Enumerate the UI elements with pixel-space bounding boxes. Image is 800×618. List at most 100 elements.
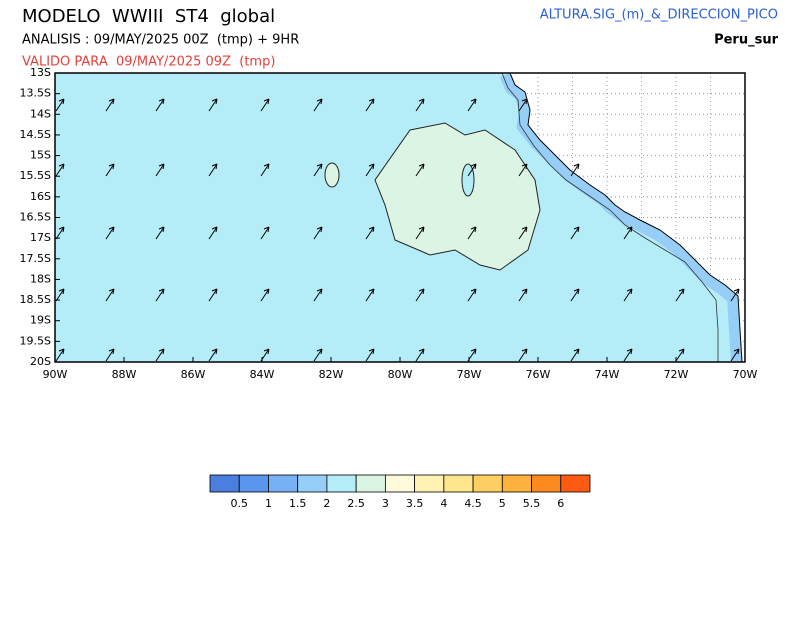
arrow	[415, 163, 425, 177]
lat-label: 13.5S	[20, 87, 51, 100]
arrow	[365, 288, 375, 302]
arrow	[518, 98, 528, 112]
colorbar-label: 4.5	[464, 497, 482, 510]
colorbar-swatch	[355, 474, 386, 493]
colorbar-label: 5	[499, 497, 506, 510]
lat-label: 19S	[30, 314, 51, 327]
colorbar-label: 1	[265, 497, 272, 510]
title: MODELO WWIII ST4 global	[22, 6, 275, 27]
arrow	[365, 163, 375, 177]
colorbar-label: 3.5	[406, 497, 424, 510]
arrow	[208, 288, 218, 302]
arrow	[313, 288, 323, 302]
colorbar-label: 2.5	[347, 497, 365, 510]
arrow	[415, 98, 425, 112]
lat-label: 18.5S	[20, 293, 51, 306]
colorbar-swatch	[443, 474, 474, 493]
arrow	[55, 288, 65, 302]
lon-label: 80W	[388, 368, 413, 381]
wave-patch	[374, 122, 541, 271]
arrow	[570, 163, 580, 177]
colorbar-swatch	[414, 474, 445, 493]
coastline	[509, 73, 743, 362]
valid-time: VALIDO PARA 09/MAY/2025 09Z (tmp)	[22, 55, 275, 70]
colorbar-swatch	[268, 474, 299, 493]
arrow	[260, 98, 270, 112]
arrow	[415, 348, 425, 362]
arrow	[570, 226, 580, 240]
analysis: ANALISIS : 09/MAY/2025 00Z (tmp) + 9HR	[22, 33, 299, 48]
lat-label: 20S	[30, 355, 51, 368]
colorbar: 0.5 1 1.5 2 2.5 3 3.5 4 4.5 5 5.5 6	[209, 474, 591, 510]
arrow	[467, 98, 477, 112]
arrow	[518, 348, 528, 362]
arrow	[155, 288, 165, 302]
arrow	[675, 348, 685, 362]
lat-label: 17S	[30, 231, 51, 244]
variable: ALTURA.SIG_(m)_&_DIRECCION_PICO	[540, 8, 778, 23]
lat-label: 19.5S	[20, 334, 51, 347]
arrow	[518, 288, 528, 302]
arrow	[415, 226, 425, 240]
arrow	[105, 98, 115, 112]
arrow	[313, 348, 323, 362]
arrow	[155, 163, 165, 177]
lat-label: 16S	[30, 190, 51, 203]
arrow	[623, 226, 633, 240]
colorbar-label: 3	[382, 497, 389, 510]
lat-label: 13S	[30, 66, 51, 79]
colorbar-swatch	[384, 474, 416, 493]
arrow	[518, 163, 528, 177]
arrow	[365, 226, 375, 240]
arrow	[55, 348, 65, 362]
arrow	[675, 288, 685, 302]
arrow	[55, 98, 65, 112]
colorbar-swatch	[531, 474, 562, 493]
colorbar-label: 2	[323, 497, 330, 510]
colorbar-swatch	[297, 474, 328, 493]
arrow	[313, 226, 323, 240]
arrow	[730, 348, 740, 362]
arrow	[518, 226, 528, 240]
arrow	[155, 98, 165, 112]
lat-label: 17.5S	[20, 252, 51, 265]
lon-label: 90W	[43, 368, 68, 381]
arrow	[570, 348, 580, 362]
lon-label: 72W	[664, 368, 689, 381]
colorbar-label: 1.5	[289, 497, 307, 510]
contour	[501, 73, 719, 362]
colorbar-label: 0.5	[230, 497, 248, 510]
colorbar-label: 5.5	[523, 497, 541, 510]
lat-label: 15S	[30, 149, 51, 162]
wave-patch	[324, 162, 340, 188]
arrow	[623, 288, 633, 302]
colorbar-swatch	[326, 474, 357, 493]
lat-label: 15.5S	[20, 169, 51, 182]
lat-label: 16.5S	[20, 211, 51, 224]
arrow	[208, 348, 218, 362]
arrow	[313, 98, 323, 112]
arrow	[415, 288, 425, 302]
arrow	[260, 226, 270, 240]
colorbar-swatch	[501, 474, 532, 493]
arrow	[730, 288, 740, 302]
arrow	[208, 226, 218, 240]
arrow	[55, 163, 65, 177]
axes: 13S 13.5S 14S 14.5S 15S 15.5S 16S 16.5S 17S 17.5S…	[20, 66, 758, 381]
lon-label: 84W	[250, 368, 275, 381]
arrow	[260, 163, 270, 177]
lon-label: 82W	[319, 368, 344, 381]
lon-label: 74W	[595, 368, 620, 381]
arrow	[105, 163, 115, 177]
lon-label: 88W	[112, 368, 137, 381]
direction-arrows	[55, 98, 740, 362]
arrow	[365, 348, 375, 362]
lat-label: 18S	[30, 272, 51, 285]
arrow	[467, 288, 477, 302]
arrow	[365, 98, 375, 112]
arrow	[208, 163, 218, 177]
region: Peru_sur	[714, 33, 779, 48]
arrow	[467, 226, 477, 240]
colorbar-label: 6	[557, 497, 564, 510]
